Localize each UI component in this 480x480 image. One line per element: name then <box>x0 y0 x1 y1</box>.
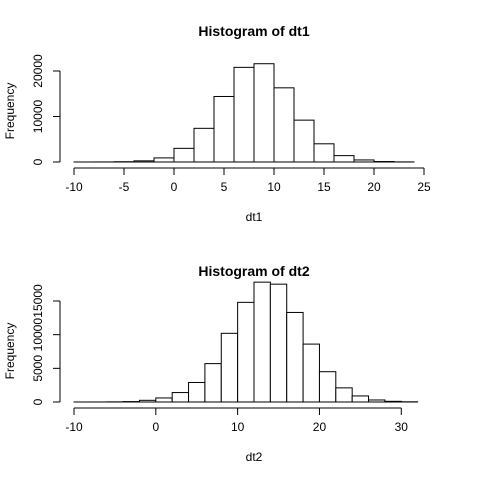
x-axis: -10 0 10 20 30 <box>65 407 409 434</box>
bars <box>73 63 415 163</box>
histogram-bar <box>133 160 155 163</box>
x-tick-label: 5 <box>221 180 228 194</box>
histogram-bar <box>204 363 222 403</box>
histogram-bar <box>351 395 370 403</box>
y-axis-label: Frequency <box>3 83 17 140</box>
x-tick-label: 20 <box>313 420 327 434</box>
x-tick-label: 25 <box>417 180 431 194</box>
histogram-bar <box>286 311 304 403</box>
histogram-bar <box>138 399 157 403</box>
histogram-panel-dt1: Histogram of dt1 dt1 Frequency -10 -5 0 5 10… <box>3 23 431 224</box>
x-tick-label: -10 <box>65 420 83 434</box>
y-tick-label: 5000 <box>31 355 45 382</box>
histogram-bar <box>233 66 255 163</box>
y-tick-label: 10000 <box>31 318 45 352</box>
histogram-bar <box>318 371 337 403</box>
histogram-bar <box>193 127 215 163</box>
y-tick-label: 0 <box>31 158 45 165</box>
histogram-bar <box>353 159 375 163</box>
histogram-bar <box>213 95 235 163</box>
histogram-bar <box>335 387 353 403</box>
histogram-bar <box>188 381 206 403</box>
y-tick-label: 0 <box>31 398 45 405</box>
x-tick-label: 10 <box>231 420 245 434</box>
chart-title: Histogram of dt2 <box>198 263 309 279</box>
histogram-bar <box>273 87 295 163</box>
histogram-bar <box>293 119 315 163</box>
x-axis: -10 -5 0 5 10 15 20 25 <box>65 167 431 194</box>
x-tick-label: 0 <box>152 420 159 434</box>
histogram-bar <box>155 397 173 403</box>
y-tick-label: 15000 <box>31 284 45 318</box>
chart-title: Histogram of dt1 <box>198 23 309 39</box>
histogram-bar <box>253 63 275 163</box>
histogram-bar <box>173 147 195 163</box>
x-axis-label: dt1 <box>246 210 263 224</box>
histogram-bar <box>269 283 288 403</box>
histogram-panel-dt2: Histogram of dt2 dt2 Frequency -10 0 10 20 3… <box>3 263 419 464</box>
bars <box>73 281 419 403</box>
y-tick-label: 10000 <box>31 99 45 133</box>
x-tick-label: -10 <box>65 180 83 194</box>
x-tick-label: 10 <box>267 180 281 194</box>
histogram-bar <box>302 343 320 403</box>
x-tick-label: 15 <box>317 180 331 194</box>
histogram-bar <box>153 157 175 163</box>
x-tick-label: 30 <box>395 420 409 434</box>
histogram-bar <box>333 155 355 163</box>
y-tick-label: 20000 <box>31 54 45 88</box>
x-tick-label: -5 <box>119 180 130 194</box>
x-tick-label: 20 <box>367 180 381 194</box>
x-axis-label: dt2 <box>246 450 263 464</box>
histogram-bar <box>171 392 190 403</box>
histogram-bar <box>368 399 386 403</box>
histogram-bar <box>384 400 402 403</box>
histogram-bar <box>313 143 335 163</box>
y-axis-label: Frequency <box>3 323 17 380</box>
histogram-bar <box>237 301 255 403</box>
y-axis: 0 10000 20000 <box>31 54 61 165</box>
x-tick-label: 0 <box>171 180 178 194</box>
histogram-bar <box>253 281 271 403</box>
histogram-bar <box>220 332 239 403</box>
